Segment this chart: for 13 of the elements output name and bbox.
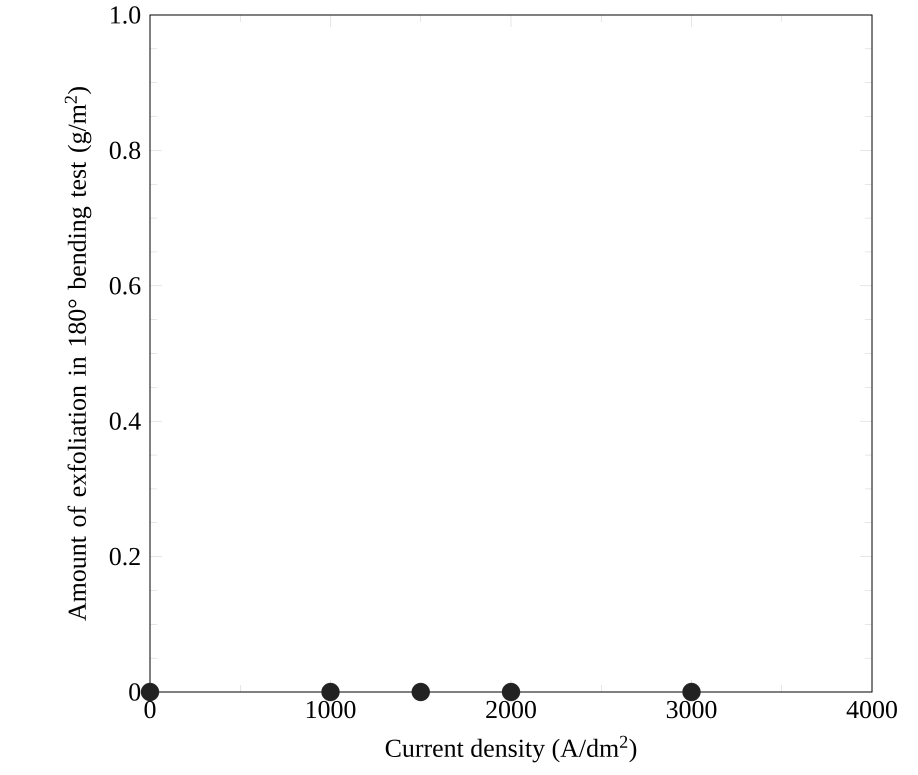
y-tick-label: 1.0: [111, 6, 140, 24]
y-tick-label: 0: [129, 683, 140, 701]
y-tick-label: 0.2: [110, 548, 140, 566]
x-tick-label: 4000: [846, 700, 897, 718]
y-axis-title: Amount of exfoliation in 180° bending test (g/m$^{2}$): [64, 87, 92, 621]
x-tick-label: 3000: [666, 700, 716, 718]
y-tick-label: 0.8: [110, 142, 140, 160]
y-tick-label: 0.6: [110, 276, 140, 295]
x-axis-title: Current density (A/dm$^{2}$): [386, 736, 636, 762]
x-tick-label: 1000: [306, 700, 356, 718]
y-tick-label: 0.4: [110, 412, 141, 430]
x-tick-label: 2000: [486, 700, 536, 718]
x-tick-label: 0: [144, 700, 156, 718]
